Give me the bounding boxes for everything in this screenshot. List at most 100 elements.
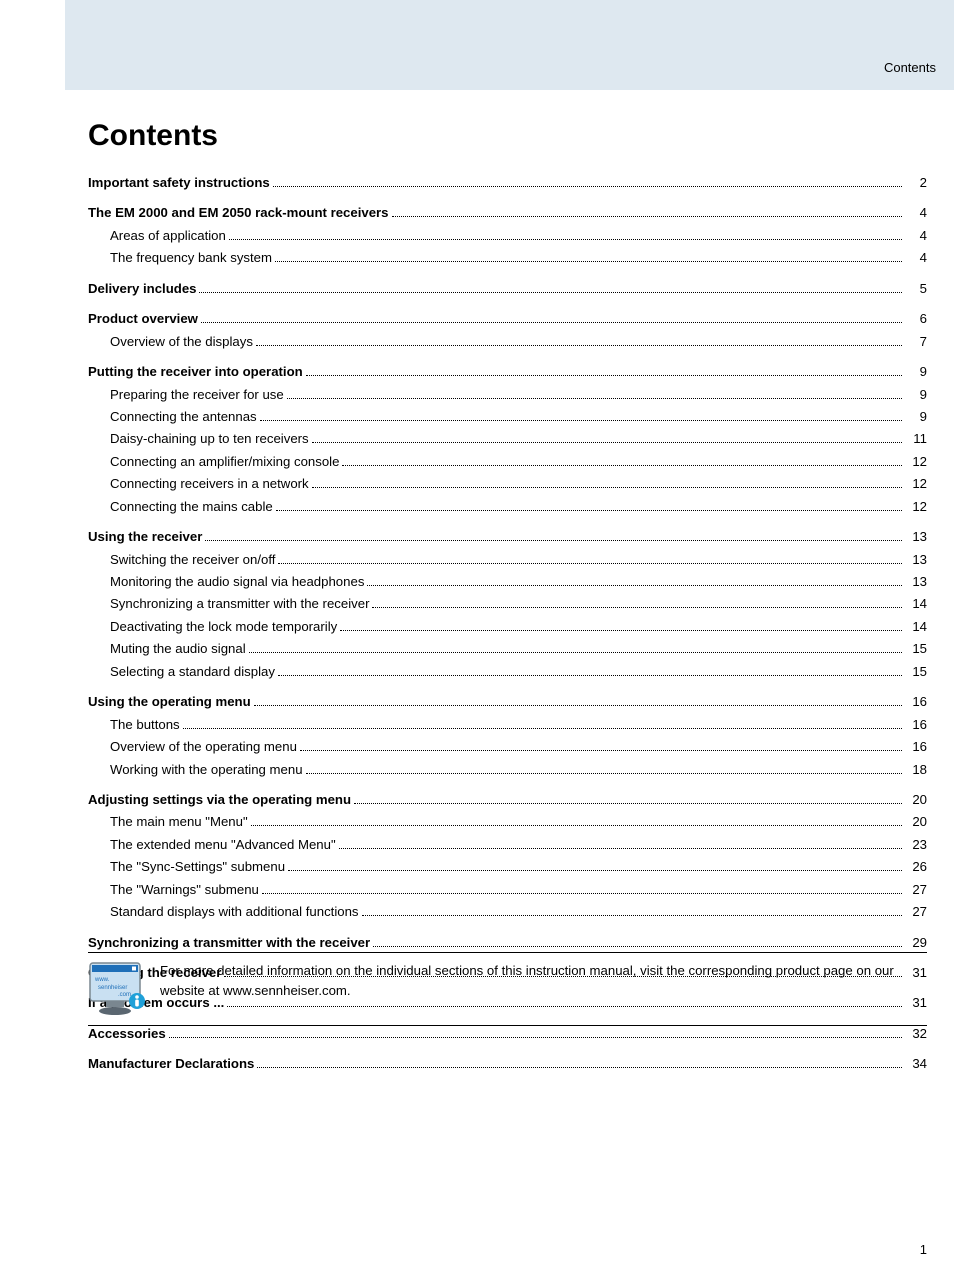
toc-label-wrap: Daisy-chaining up to ten receivers <box>88 428 309 450</box>
toc-entry[interactable]: The "Warnings" submenu27 <box>88 879 927 901</box>
toc-label-wrap: Accessories <box>88 1023 166 1045</box>
toc-page-number: 7 <box>905 331 927 353</box>
toc-page-number: 12 <box>905 473 927 495</box>
toc-entry[interactable]: Synchronizing a transmitter with the rec… <box>88 932 927 954</box>
monitor-icon: www. sennheiser .com <box>88 961 150 1017</box>
toc-entry[interactable]: The EM 2000 and EM 2050 rack-mount recei… <box>88 202 927 224</box>
toc-label: Working with the operating menu <box>110 762 303 777</box>
toc-entry[interactable]: Product overview6 <box>88 308 927 330</box>
toc-entry[interactable]: The extended menu "Advanced Menu" 23 <box>88 834 927 856</box>
toc-entry[interactable]: Muting the audio signal15 <box>88 638 927 660</box>
toc-label-wrap: The "Sync-Settings" submenu <box>88 856 285 878</box>
toc-entry[interactable]: Areas of application4 <box>88 225 927 247</box>
toc-label: Adjusting settings via the operating men… <box>88 792 351 807</box>
toc-label: Standard displays with additional functi… <box>110 904 359 919</box>
toc-page-number: 14 <box>905 616 927 638</box>
toc-dots <box>254 705 902 706</box>
toc-entry[interactable]: Selecting a standard display15 <box>88 661 927 683</box>
header-label: Contents <box>884 60 936 75</box>
toc-section-gap <box>88 683 927 691</box>
toc-entry[interactable]: Using the receiver13 <box>88 526 927 548</box>
toc-page-number: 11 <box>905 428 927 450</box>
svg-text:sennheiser: sennheiser <box>98 985 127 991</box>
toc-section-gap <box>88 353 927 361</box>
toc-entry[interactable]: Preparing the receiver for use 9 <box>88 384 927 406</box>
toc-label-wrap: Connecting an amplifier/mixing console <box>88 451 339 473</box>
toc-label-wrap: Switching the receiver on/off <box>88 549 275 571</box>
toc-label: The EM 2000 and EM 2050 rack-mount recei… <box>88 205 389 220</box>
info-text: For more detailed information on the ind… <box>160 961 927 1001</box>
toc-dots <box>339 848 902 849</box>
toc-label: Important safety instructions <box>88 175 270 190</box>
toc-entry[interactable]: Manufacturer Declarations 34 <box>88 1053 927 1075</box>
toc-label: Areas of application <box>110 228 226 243</box>
toc-dots <box>229 239 902 240</box>
toc-section-gap <box>88 194 927 202</box>
toc-dots <box>260 420 902 421</box>
toc-page-number: 34 <box>905 1053 927 1075</box>
info-rule-bottom <box>88 1025 927 1026</box>
toc-label-wrap: Working with the operating menu <box>88 759 303 781</box>
toc-label: Accessories <box>88 1026 166 1041</box>
toc-page-number: 16 <box>905 736 927 758</box>
toc-section-gap <box>88 300 927 308</box>
toc-dots <box>312 487 902 488</box>
toc-entry[interactable]: Working with the operating menu18 <box>88 759 927 781</box>
toc-entry[interactable]: Connecting the antennas9 <box>88 406 927 428</box>
toc-entry[interactable]: Overview of the operating menu 16 <box>88 736 927 758</box>
toc-page-number: 16 <box>905 691 927 713</box>
toc-label-wrap: Preparing the receiver for use <box>88 384 284 406</box>
toc-label: Connecting receivers in a network <box>110 476 309 491</box>
table-of-contents: Important safety instructions2 The EM 200… <box>88 172 927 1076</box>
toc-page-number: 9 <box>905 384 927 406</box>
toc-label: The extended menu "Advanced Menu" <box>110 837 336 852</box>
toc-label: The main menu "Menu" <box>110 814 248 829</box>
toc-entry[interactable]: Overview of the displays7 <box>88 331 927 353</box>
toc-label-wrap: Connecting the mains cable <box>88 496 273 518</box>
toc-entry[interactable]: Daisy-chaining up to ten receivers 11 <box>88 428 927 450</box>
toc-label-wrap: The EM 2000 and EM 2050 rack-mount recei… <box>88 202 389 224</box>
toc-entry[interactable]: Standard displays with additional functi… <box>88 901 927 923</box>
toc-entry[interactable]: The frequency bank system4 <box>88 247 927 269</box>
toc-entry[interactable]: Connecting an amplifier/mixing console12 <box>88 451 927 473</box>
toc-entry[interactable]: Putting the receiver into operation9 <box>88 361 927 383</box>
toc-section-gap <box>88 1045 927 1053</box>
toc-entry[interactable]: Synchronizing a transmitter with the rec… <box>88 593 927 615</box>
toc-dots <box>306 375 902 376</box>
toc-label: Preparing the receiver for use <box>110 387 284 402</box>
toc-entry[interactable]: Adjusting settings via the operating men… <box>88 789 927 811</box>
toc-label: Connecting an amplifier/mixing console <box>110 454 339 469</box>
toc-page-number: 23 <box>905 834 927 856</box>
toc-entry[interactable]: Using the operating menu16 <box>88 691 927 713</box>
toc-entry[interactable]: Connecting receivers in a network 12 <box>88 473 927 495</box>
toc-entry[interactable]: Delivery includes5 <box>88 278 927 300</box>
toc-entry[interactable]: Important safety instructions2 <box>88 172 927 194</box>
toc-label: Putting the receiver into operation <box>88 364 303 379</box>
toc-label: Muting the audio signal <box>110 641 246 656</box>
toc-dots <box>354 803 902 804</box>
toc-entry[interactable]: The buttons16 <box>88 714 927 736</box>
toc-label: Using the receiver <box>88 529 202 544</box>
toc-dots <box>169 1037 902 1038</box>
toc-entry[interactable]: The "Sync-Settings" submenu26 <box>88 856 927 878</box>
toc-dots <box>201 322 902 323</box>
toc-entry[interactable]: The main menu "Menu"20 <box>88 811 927 833</box>
toc-label-wrap: Synchronizing a transmitter with the rec… <box>88 593 369 615</box>
toc-label: The buttons <box>110 717 180 732</box>
toc-label-wrap: Adjusting settings via the operating men… <box>88 789 351 811</box>
toc-label-wrap: Manufacturer Declarations <box>88 1053 254 1075</box>
toc-page-number: 14 <box>905 593 927 615</box>
toc-entry[interactable]: Accessories32 <box>88 1023 927 1045</box>
toc-label: Synchronizing a transmitter with the rec… <box>88 935 370 950</box>
toc-section-gap <box>88 270 927 278</box>
toc-label-wrap: The frequency bank system <box>88 247 272 269</box>
toc-entry[interactable]: Monitoring the audio signal via headphon… <box>88 571 927 593</box>
toc-label: Synchronizing a transmitter with the rec… <box>110 596 369 611</box>
toc-label-wrap: The extended menu "Advanced Menu" <box>88 834 336 856</box>
toc-entry[interactable]: Switching the receiver on/off13 <box>88 549 927 571</box>
toc-page-number: 9 <box>905 406 927 428</box>
svg-text:.com: .com <box>118 992 131 998</box>
toc-entry[interactable]: Connecting the mains cable12 <box>88 496 927 518</box>
toc-entry[interactable]: Deactivating the lock mode temporarily14 <box>88 616 927 638</box>
toc-label: Overview of the operating menu <box>110 739 297 754</box>
